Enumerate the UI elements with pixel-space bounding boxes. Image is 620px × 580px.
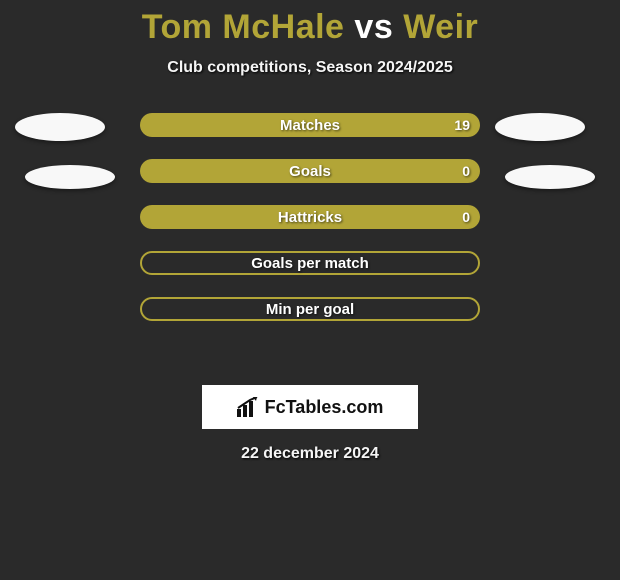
- side-marker: [505, 165, 595, 189]
- date-text: 22 december 2024: [0, 445, 620, 463]
- stat-label: Goals: [289, 163, 331, 180]
- logo-text: FcTables.com: [265, 397, 384, 418]
- side-marker: [25, 165, 115, 189]
- stat-row: Matches 19: [140, 113, 480, 137]
- comparison-chart: Matches 19 Goals 0 Hattricks 0 Goals per match…: [0, 113, 620, 373]
- stat-value-right: 0: [462, 209, 470, 225]
- title-player2: Weir: [403, 8, 478, 46]
- title-player1: Tom McHale: [142, 8, 345, 46]
- stat-row: Goals 0: [140, 159, 480, 183]
- stat-label: Matches: [280, 117, 340, 134]
- stat-label: Hattricks: [278, 209, 342, 226]
- stat-row: Hattricks 0: [140, 205, 480, 229]
- subtitle: Club competitions, Season 2024/2025: [0, 59, 620, 77]
- stat-row: Min per goal: [140, 297, 480, 321]
- chart-icon: [237, 397, 259, 417]
- page-title: Tom McHale vs Weir: [0, 0, 620, 47]
- stat-value-right: 19: [454, 117, 470, 133]
- side-marker: [15, 113, 105, 141]
- stat-row: Goals per match: [140, 251, 480, 275]
- stat-label: Goals per match: [251, 255, 369, 272]
- title-vs: vs: [354, 8, 393, 46]
- side-marker: [495, 113, 585, 141]
- logo-box: FcTables.com: [202, 385, 418, 429]
- stat-label: Min per goal: [266, 301, 354, 318]
- stat-value-right: 0: [462, 163, 470, 179]
